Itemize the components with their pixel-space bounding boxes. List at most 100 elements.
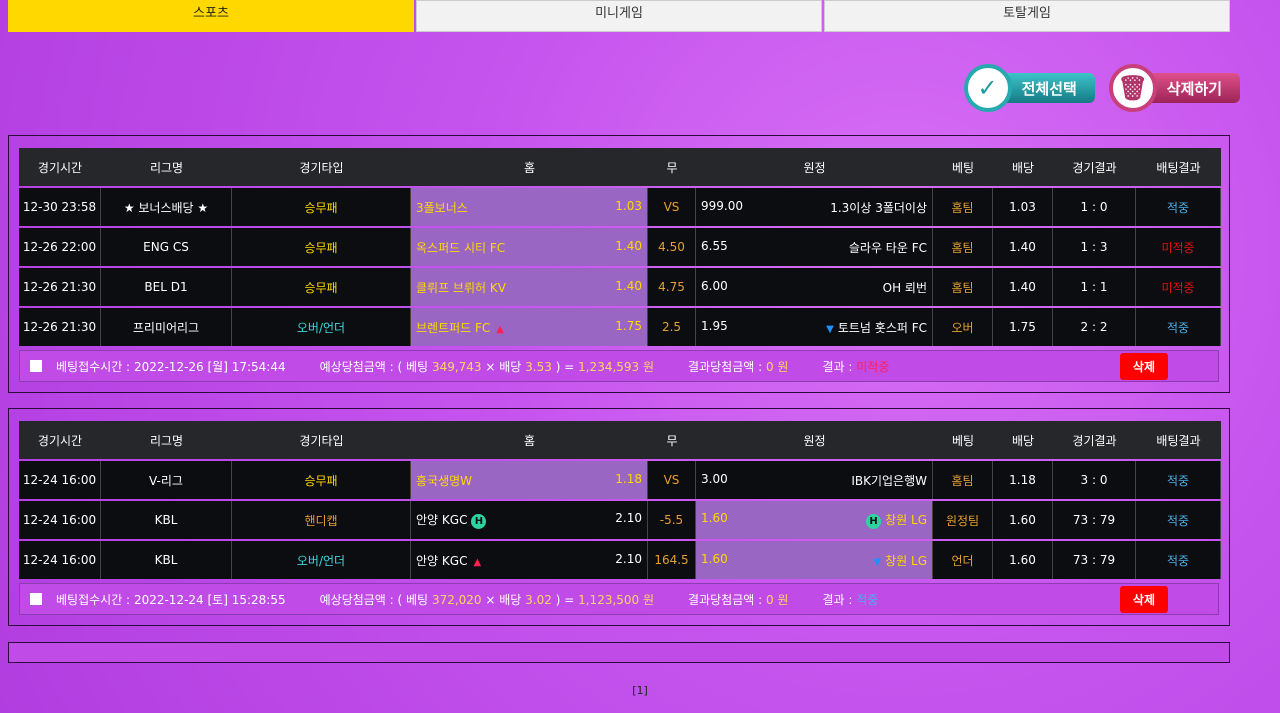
bet-odds: 1.18 (993, 461, 1053, 499)
handicap-icon: H (866, 514, 882, 529)
match-type: 오버/언더 (232, 541, 411, 579)
select-all-button[interactable]: ✓ 전체선택 (963, 64, 1095, 112)
slip-summary: 베팅접수시간 : 2022-12-24 [토] 15:28:55 예상당첨금액 … (19, 583, 1219, 615)
tab-total-game[interactable]: 토탈게임 (824, 0, 1230, 32)
slip-checkbox[interactable] (30, 360, 42, 372)
column-header: 베팅 (933, 421, 993, 459)
match-time: 12-24 16:00 (19, 501, 101, 539)
table-row: 12-24 16:00 KBL 오버/언더 안양 KGC ▲ 2.10 164.5 … (19, 541, 1221, 579)
bet-odds: 1.40 (993, 268, 1053, 306)
won-label: 결과당첨금액 : (688, 359, 763, 374)
delete-selected-label: 삭제하기 (1144, 73, 1240, 103)
match-score: 3 : 0 (1053, 461, 1136, 499)
table-row: 12-24 16:00 KBL 핸디캡 안양 KGC H 2.10 -5.5 1.6… (19, 501, 1221, 539)
home-cell[interactable]: 흥국생명W 1.18 (411, 461, 648, 499)
table-row: 12-26 22:00 ENG CS 승무패 옥스퍼드 시티 FC 1.40 4.… (19, 228, 1221, 266)
bet-result: 적중 (1136, 541, 1221, 579)
empty-bar (8, 642, 1230, 663)
pagination-page-1[interactable]: [1] (632, 684, 648, 697)
slip-checkbox[interactable] (30, 593, 42, 605)
column-header: 원정 (696, 421, 933, 459)
column-header: 원정 (696, 148, 933, 186)
home-cell[interactable]: 안양 KGC ▲ 2.10 (411, 541, 648, 579)
arrow-up-icon: ▲ (496, 323, 504, 335)
column-header: 홈 (411, 148, 648, 186)
won-amount: 0 원 (765, 592, 789, 607)
draw-cell: 4.75 (648, 268, 696, 306)
home-odds: 2.10 (615, 551, 642, 566)
select-all-label: 전체선택 (999, 73, 1095, 103)
home-cell[interactable]: 안양 KGC H 2.10 (411, 501, 648, 539)
delete-selected-button[interactable]: 🗑 삭제하기 (1108, 64, 1240, 112)
match-score: 2 : 2 (1053, 308, 1136, 346)
bet-result: 적중 (1136, 501, 1221, 539)
bet-time: 2022-12-26 [월] 17:54:44 (133, 359, 286, 374)
away-cell[interactable]: 1.95 ▼ 토트넘 홋스퍼 FC (696, 308, 933, 346)
home-cell[interactable]: 클뤼프 브뤼허 KV 1.40 (411, 268, 648, 306)
column-header: 경기타입 (232, 421, 411, 459)
column-header: 리그명 (101, 421, 232, 459)
delete-slip-button[interactable]: 삭제 (1119, 585, 1168, 613)
home-team: 안양 KGC (416, 553, 468, 568)
bet-result: 미적중 (1136, 228, 1221, 266)
away-cell[interactable]: 1.60 ▼ 창원 LG (696, 541, 933, 579)
home-odds: 1.03 (615, 198, 642, 213)
column-header: 배팅결과 (1136, 421, 1221, 459)
column-header: 배당 (993, 148, 1053, 186)
home-team: 안양 KGC (416, 513, 468, 527)
match-score: 1 : 3 (1053, 228, 1136, 266)
away-odds: 999.00 (701, 198, 743, 213)
away-odds: 6.00 (701, 278, 728, 293)
match-score: 1 : 0 (1053, 188, 1136, 226)
table-header: 경기시간 리그명 경기타입 홈 무 원정 베팅 배당 경기결과 배팅결과 (19, 148, 1221, 186)
arrow-down-icon: ▼ (873, 556, 882, 568)
arrow-down-icon: ▼ (826, 323, 834, 335)
slip-summary: 베팅접수시간 : 2022-12-26 [월] 17:54:44 예상당첨금액 … (19, 350, 1219, 382)
result-label: 결과 : (822, 592, 853, 607)
away-cell[interactable]: 6.00 OH 뢰번 (696, 268, 933, 306)
draw-cell: VS (648, 461, 696, 499)
home-team: 흥국생명W (416, 473, 473, 488)
league-name: KBL (101, 501, 232, 539)
column-header: 배당 (993, 421, 1053, 459)
away-team: OH 뢰번 (882, 280, 927, 295)
column-header: 경기타입 (232, 148, 411, 186)
away-team: 토트넘 홋스퍼 FC (837, 320, 927, 335)
league-name: ★ 보너스배당 ★ (101, 188, 232, 226)
table-header: 경기시간 리그명 경기타입 홈 무 원정 베팅 배당 경기결과 배팅결과 (19, 421, 1221, 459)
league-name: BEL D1 (101, 268, 232, 306)
away-cell[interactable]: 6.55 슬라우 타운 FC (696, 228, 933, 266)
bulk-actions: ✓ 전체선택 🗑 삭제하기 (963, 64, 1240, 112)
expected-label: 예상당첨금액 : ( 베팅 (319, 592, 429, 607)
away-team: IBK기업은행W (851, 473, 927, 488)
away-cell[interactable]: 1.60 H 창원 LG (696, 501, 933, 539)
bet-odds: 1.60 (993, 541, 1053, 579)
bet-slip: 경기시간 리그명 경기타입 홈 무 원정 베팅 배당 경기결과 배팅결과 12-30 23:58 … (8, 135, 1230, 393)
column-header: 경기시간 (19, 421, 101, 459)
check-icon: ✓ (963, 64, 1012, 112)
arrow-up-icon: ▲ (473, 556, 482, 568)
bet-odds: 1.60 (993, 501, 1053, 539)
away-odds: 1.95 (701, 318, 728, 333)
expected-win: 1,234,593 원 (578, 359, 655, 374)
column-header: 경기결과 (1053, 421, 1136, 459)
tab-sports[interactable]: 스포츠 (8, 0, 414, 32)
home-cell[interactable]: 옥스퍼드 시티 FC 1.40 (411, 228, 648, 266)
away-cell[interactable]: 3.00 IBK기업은행W (696, 461, 933, 499)
league-name: ENG CS (101, 228, 232, 266)
trash-icon: 🗑 (1108, 64, 1157, 112)
tab-minigame[interactable]: 미니게임 (416, 0, 822, 32)
expected-win: 1,123,500 원 (578, 592, 655, 607)
match-type: 승무패 (232, 228, 411, 266)
stake-amount: 349,743 (431, 359, 482, 374)
home-cell[interactable]: 3폴보너스 1.03 (411, 188, 648, 226)
bet-time: 2022-12-24 [토] 15:28:55 (133, 592, 286, 607)
draw-cell: -5.5 (648, 501, 696, 539)
bet-result: 적중 (1136, 188, 1221, 226)
delete-slip-button[interactable]: 삭제 (1119, 352, 1168, 380)
home-cell[interactable]: 브렌트퍼드 FC ▲ 1.75 (411, 308, 648, 346)
draw-cell: VS (648, 188, 696, 226)
bet-pick: 언더 (933, 541, 993, 579)
away-cell[interactable]: 999.00 1.3이상 3폴더이상 (696, 188, 933, 226)
bet-pick: 홈팀 (933, 268, 993, 306)
